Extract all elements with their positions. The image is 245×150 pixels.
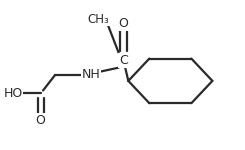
Text: C: C <box>119 54 128 67</box>
Text: CH₃: CH₃ <box>87 13 109 26</box>
Text: NH: NH <box>82 69 100 81</box>
Text: O: O <box>36 114 46 127</box>
Text: HO: HO <box>3 87 23 100</box>
Text: O: O <box>119 17 128 30</box>
